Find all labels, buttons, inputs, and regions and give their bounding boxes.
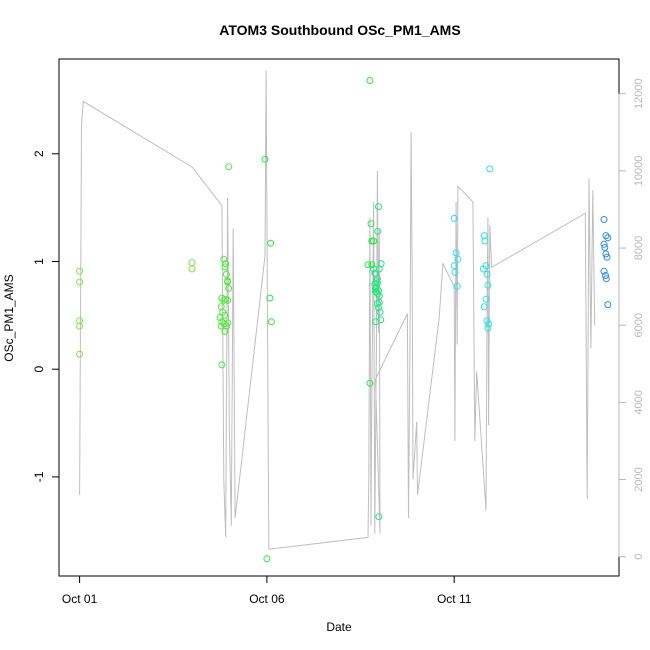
data-point bbox=[479, 265, 487, 273]
data-point bbox=[375, 203, 382, 211]
y-tick-label: 2 bbox=[32, 150, 46, 157]
data-point bbox=[372, 288, 379, 296]
data-point bbox=[364, 261, 372, 269]
data-point bbox=[217, 322, 225, 330]
data-point bbox=[374, 227, 382, 235]
x-axis-label: Date bbox=[326, 620, 352, 634]
y-axis-label: OSc_PM1_AMS bbox=[2, 274, 16, 361]
data-point bbox=[76, 317, 84, 325]
data-point bbox=[600, 267, 608, 275]
data-point bbox=[76, 267, 84, 275]
right-tick-label: 4000 bbox=[633, 390, 645, 414]
secondary-line-layer bbox=[79, 70, 596, 550]
data-point bbox=[220, 255, 228, 263]
data-point bbox=[485, 320, 493, 328]
data-point bbox=[375, 298, 383, 306]
y-tick-label: -1 bbox=[32, 471, 46, 482]
data-point bbox=[602, 272, 609, 279]
data-point bbox=[604, 234, 612, 242]
data-point bbox=[76, 322, 84, 330]
data-point bbox=[452, 249, 460, 257]
data-point bbox=[603, 253, 611, 261]
data-point bbox=[377, 316, 385, 324]
data-point bbox=[375, 304, 382, 312]
chart-title: ATOM3 Southbound OSc_PM1_AMS bbox=[219, 22, 460, 38]
data-point bbox=[600, 240, 608, 248]
data-point bbox=[188, 259, 196, 267]
data-point bbox=[484, 324, 492, 332]
x-tick-label: Oct 11 bbox=[437, 592, 472, 606]
data-point bbox=[218, 361, 226, 369]
data-point bbox=[604, 301, 612, 309]
data-point bbox=[224, 319, 232, 327]
data-point bbox=[481, 237, 489, 245]
data-point bbox=[374, 290, 382, 298]
data-point bbox=[225, 163, 233, 171]
right-axis: 0 2000 4000 6000 8000 10000 12000 bbox=[618, 78, 645, 560]
data-point bbox=[366, 77, 374, 84]
y-tick-label: 0 bbox=[32, 366, 46, 373]
data-point bbox=[367, 220, 375, 228]
secondary-series-line bbox=[79, 70, 596, 550]
data-point bbox=[266, 294, 274, 302]
data-point bbox=[451, 268, 459, 276]
data-point bbox=[366, 379, 374, 387]
data-point bbox=[486, 165, 494, 173]
data-point bbox=[373, 279, 381, 287]
data-point bbox=[375, 513, 383, 521]
data-point bbox=[600, 216, 608, 223]
data-point bbox=[377, 260, 385, 268]
data-point bbox=[76, 278, 84, 286]
data-point bbox=[375, 287, 382, 295]
data-point bbox=[480, 303, 488, 311]
data-point bbox=[376, 308, 384, 316]
data-point bbox=[267, 318, 275, 326]
right-tick-label: 12000 bbox=[633, 78, 645, 109]
data-point bbox=[450, 214, 458, 222]
data-point bbox=[602, 275, 610, 283]
data-point bbox=[267, 239, 275, 247]
x-axis: Oct 01 Oct 06 Oct 11 bbox=[62, 575, 472, 606]
right-tick-label: 0 bbox=[633, 554, 645, 560]
data-point bbox=[224, 296, 232, 304]
x-tick-label: Oct 01 bbox=[62, 592, 98, 606]
data-point bbox=[454, 255, 462, 263]
data-point bbox=[368, 261, 376, 269]
data-point bbox=[453, 282, 461, 290]
right-tick-label: 2000 bbox=[633, 467, 645, 491]
data-point bbox=[188, 265, 196, 273]
right-tick-label: 8000 bbox=[633, 236, 645, 260]
data-point bbox=[482, 295, 490, 303]
data-point bbox=[480, 232, 488, 240]
right-tick-label: 6000 bbox=[633, 313, 645, 337]
data-point bbox=[221, 328, 229, 335]
data-point bbox=[483, 270, 491, 278]
data-point bbox=[216, 314, 224, 321]
right-tick-label: 10000 bbox=[633, 156, 645, 187]
data-point bbox=[602, 250, 610, 258]
data-point bbox=[601, 244, 609, 251]
data-point bbox=[483, 317, 491, 325]
data-point bbox=[222, 260, 230, 268]
data-point bbox=[261, 155, 269, 163]
data-point bbox=[221, 263, 229, 271]
points-layer bbox=[76, 77, 612, 563]
data-point bbox=[225, 284, 233, 292]
data-point bbox=[370, 237, 378, 245]
data-point bbox=[222, 270, 230, 278]
data-point bbox=[224, 278, 232, 286]
data-point bbox=[450, 262, 458, 270]
data-point bbox=[76, 350, 84, 358]
data-point bbox=[371, 269, 379, 277]
data-point bbox=[484, 281, 492, 289]
y-axis: -1 0 1 2 bbox=[32, 150, 60, 482]
data-point bbox=[602, 232, 610, 240]
x-tick-label: Oct 06 bbox=[249, 592, 285, 606]
data-point bbox=[263, 555, 271, 563]
plot-frame bbox=[58, 58, 620, 577]
y-tick-label: 1 bbox=[32, 258, 46, 265]
